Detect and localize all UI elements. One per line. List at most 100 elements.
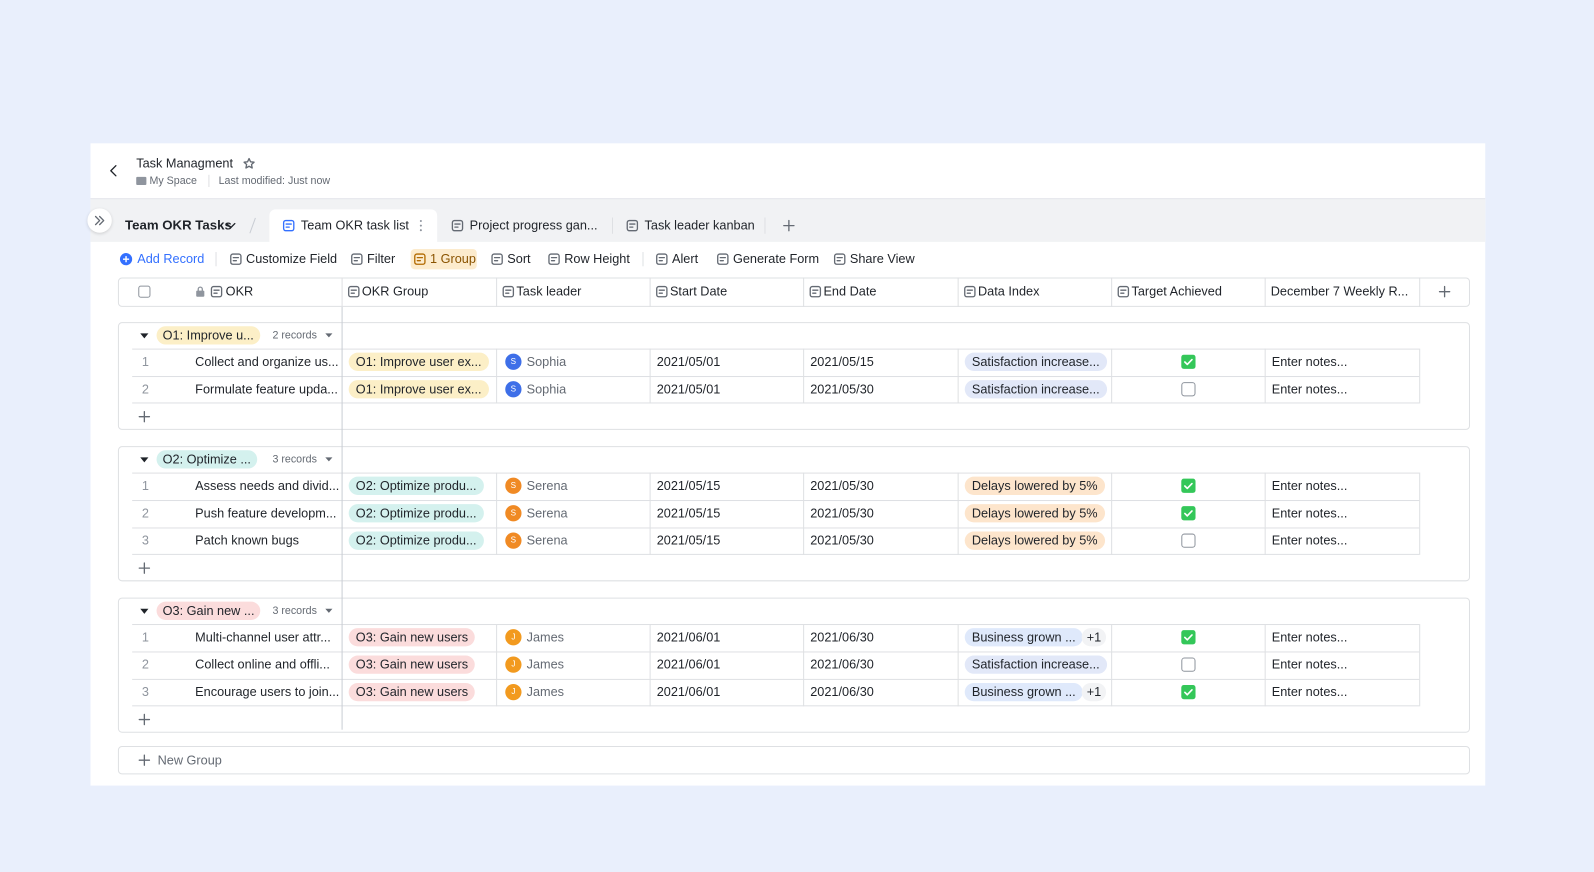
back-button[interactable] — [110, 164, 118, 177]
view-tab[interactable]: Project progress gan... — [469, 218, 598, 233]
cell-divider — [1264, 624, 1266, 652]
cell-divider — [1264, 348, 1266, 377]
okr-cell[interactable]: Assess needs and divid... — [195, 478, 340, 493]
column-header[interactable]: Task leader — [516, 284, 582, 299]
checkbox-unchecked[interactable] — [1181, 657, 1196, 672]
count-caret[interactable] — [325, 457, 333, 462]
toolbar-button[interactable]: Alert — [671, 252, 699, 267]
count-caret[interactable] — [325, 608, 333, 613]
toolbar-button[interactable]: Row Height — [564, 252, 630, 267]
add-button[interactable] — [138, 410, 151, 423]
add-button[interactable] — [138, 713, 151, 726]
toolbar-button[interactable]: 1 Group — [430, 252, 476, 267]
checkbox-unchecked[interactable] — [1181, 533, 1196, 548]
cell-divider — [957, 472, 959, 501]
tab-menu[interactable] — [419, 220, 423, 232]
notes-cell[interactable]: Enter notes... — [1271, 506, 1348, 521]
cell-divider — [803, 472, 805, 501]
toolbar-button[interactable]: Share View — [849, 252, 915, 267]
toolbar-button[interactable]: Customize Field — [246, 252, 338, 267]
more-tag: +1 — [1081, 628, 1107, 647]
icon — [656, 285, 668, 298]
cell-divider — [803, 678, 805, 707]
count-caret[interactable] — [325, 333, 333, 338]
column-header[interactable]: OKR Group — [361, 284, 429, 299]
table-name[interactable]: Team OKR Tasks — [125, 217, 232, 233]
okr-group-tag: O3: Gain new users — [348, 655, 476, 674]
collapse-caret[interactable] — [140, 333, 149, 339]
notes-cell[interactable]: Enter notes... — [1271, 382, 1348, 397]
start-date: 2021/05/01 — [656, 382, 721, 397]
okr-cell[interactable]: Formulate feature upda... — [195, 382, 338, 397]
data-index-tag: Satisfaction increase... — [964, 380, 1107, 399]
cell-divider — [803, 348, 805, 377]
checkbox-checked[interactable] — [1181, 354, 1196, 369]
column-divider — [803, 277, 805, 307]
star-button[interactable] — [243, 157, 255, 170]
notes-cell[interactable]: Enter notes... — [1271, 684, 1348, 700]
okr-group-tag: O1: Improve user ex... — [348, 380, 489, 399]
add-button[interactable] — [138, 562, 151, 574]
cell-divider — [1111, 472, 1113, 501]
space-link[interactable]: My Space — [149, 174, 197, 187]
record-count: 3 records — [272, 453, 317, 466]
column-header[interactable]: Data Index — [977, 284, 1040, 299]
okr-cell[interactable]: Multi-channel user attr... — [195, 630, 331, 645]
okr-group-tag: O3: Gain new users — [348, 682, 476, 702]
collapse-caret[interactable] — [140, 608, 149, 614]
notes-cell[interactable]: Enter notes... — [1271, 533, 1348, 548]
toolbar-button[interactable]: Add Record — [137, 252, 205, 267]
okr-cell[interactable]: Push feature developm... — [195, 506, 337, 521]
add-button[interactable] — [783, 219, 795, 232]
column-header[interactable]: End Date — [823, 284, 877, 299]
sidebar-toggle-icon[interactable] — [94, 215, 105, 226]
toolbar-button[interactable]: Generate Form — [732, 252, 820, 267]
okr-cell[interactable]: Collect online and offli... — [195, 657, 330, 672]
icon — [348, 285, 360, 298]
row — [132, 624, 1420, 651]
icon — [1117, 285, 1130, 298]
start-date: 2021/06/01 — [656, 684, 721, 700]
checkbox-checked[interactable] — [1181, 478, 1196, 493]
checkbox-checked[interactable] — [1181, 506, 1196, 521]
data-index-tag: Delays lowered by 5% — [964, 531, 1105, 550]
view-tab[interactable]: Team OKR task list — [300, 218, 409, 233]
add-button[interactable] — [1438, 285, 1451, 298]
notes-cell[interactable]: Enter notes... — [1271, 630, 1348, 645]
cell-divider — [1264, 651, 1266, 679]
view-tab[interactable]: Task leader kanban — [644, 218, 755, 233]
avatar: J — [505, 656, 522, 673]
column-header[interactable]: OKR — [225, 284, 254, 299]
notes-cell[interactable]: Enter notes... — [1271, 657, 1348, 672]
separator — [642, 252, 644, 267]
checkbox-checked[interactable] — [1181, 630, 1196, 645]
okr-group-tag: O3: Gain new users — [348, 628, 476, 647]
icon — [230, 253, 242, 265]
okr-cell[interactable]: Encourage users to join... — [195, 684, 340, 700]
new-group-label[interactable]: New Group — [157, 753, 222, 768]
icon — [717, 253, 729, 265]
end-date: 2021/06/30 — [810, 684, 874, 700]
cell-divider — [496, 500, 498, 528]
cell-divider — [649, 651, 651, 679]
collapse-caret[interactable] — [140, 457, 149, 463]
okr-cell[interactable]: Patch known bugs — [195, 533, 300, 548]
toolbar-button[interactable]: Filter — [366, 252, 396, 267]
cell-divider — [803, 500, 805, 528]
notes-cell[interactable]: Enter notes... — [1271, 478, 1348, 493]
checkbox-unchecked[interactable] — [1181, 382, 1196, 397]
checkbox-checked[interactable] — [1181, 684, 1196, 700]
select-all-checkbox[interactable] — [138, 285, 151, 298]
column-header[interactable]: Start Date — [669, 284, 728, 299]
column-header[interactable]: Target Achieved — [1131, 284, 1222, 299]
okr-cell[interactable]: Collect and organize us... — [195, 354, 339, 369]
add-button[interactable] — [138, 754, 151, 766]
toolbar-button[interactable]: Sort — [507, 252, 531, 267]
cell-divider — [1419, 527, 1421, 555]
cell-divider — [1111, 678, 1113, 707]
okr-group-tag: O2: Optimize produ... — [348, 531, 484, 550]
data-index-tag: Satisfaction increase... — [964, 352, 1107, 371]
column-header[interactable]: December 7 Weekly R... — [1270, 284, 1409, 299]
notes-cell[interactable]: Enter notes... — [1271, 354, 1348, 369]
